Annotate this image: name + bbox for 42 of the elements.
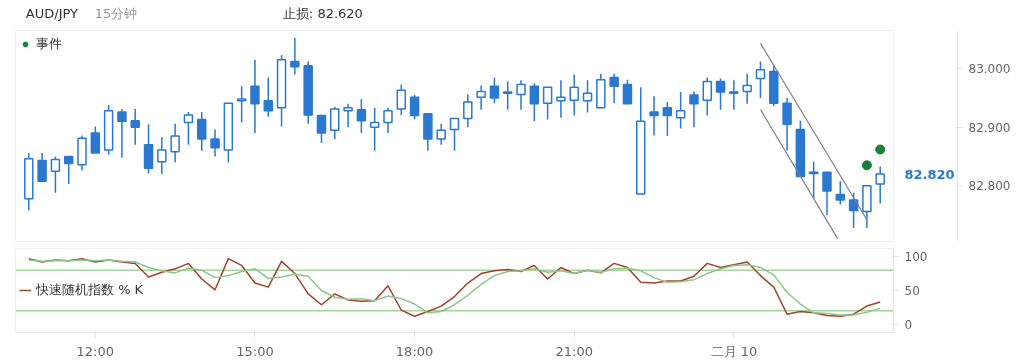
chart-title: AUD/JPY [25,6,79,21]
candlestick [117,108,127,159]
candlestick [875,165,885,205]
candlestick [383,107,393,134]
y-tick-label: 82.900 [968,120,1011,135]
x-tick-label: 15:00 [236,343,274,359]
y-tick-label: 0 [904,317,913,332]
candlestick [130,108,140,146]
x-tick-label: 21:00 [555,343,593,359]
candlestick [157,136,167,175]
candlestick [290,37,300,76]
candlestick [782,97,792,152]
candlestick [436,122,446,146]
candlestick [250,59,260,134]
candlestick [24,152,34,212]
x-tick-label: 18:00 [395,343,434,359]
candlestick [689,90,699,128]
y-tick-label: 82.800 [968,179,1011,194]
chart-subtitle: 15分钟 [94,6,138,21]
candlestick [516,79,526,111]
candlestick [609,73,619,104]
y-tick-label: 83.000 [968,62,1011,77]
candlestick [463,93,473,128]
text: 止损: 82.620 [282,6,363,21]
x-tick-label: 12:00 [76,343,115,359]
candlestick [649,95,659,137]
legend-label: 快速随机指数 % K [36,281,144,299]
legend-label: 事件 [36,35,62,53]
text: 82.820 [904,166,955,182]
candlestick [729,79,739,111]
candlestick [77,134,87,172]
candlestick [556,79,566,119]
candlestick [742,73,752,105]
y-tick-label: 100 [904,250,928,265]
candlestick [343,103,353,128]
y-tick-label: 50 [904,284,920,298]
candlestick [476,84,486,111]
x-tick-label: 二月 10 [710,343,758,359]
candlestick [170,122,180,164]
candlestick [303,60,313,125]
candlestick [569,73,579,117]
candlestick [210,128,220,158]
